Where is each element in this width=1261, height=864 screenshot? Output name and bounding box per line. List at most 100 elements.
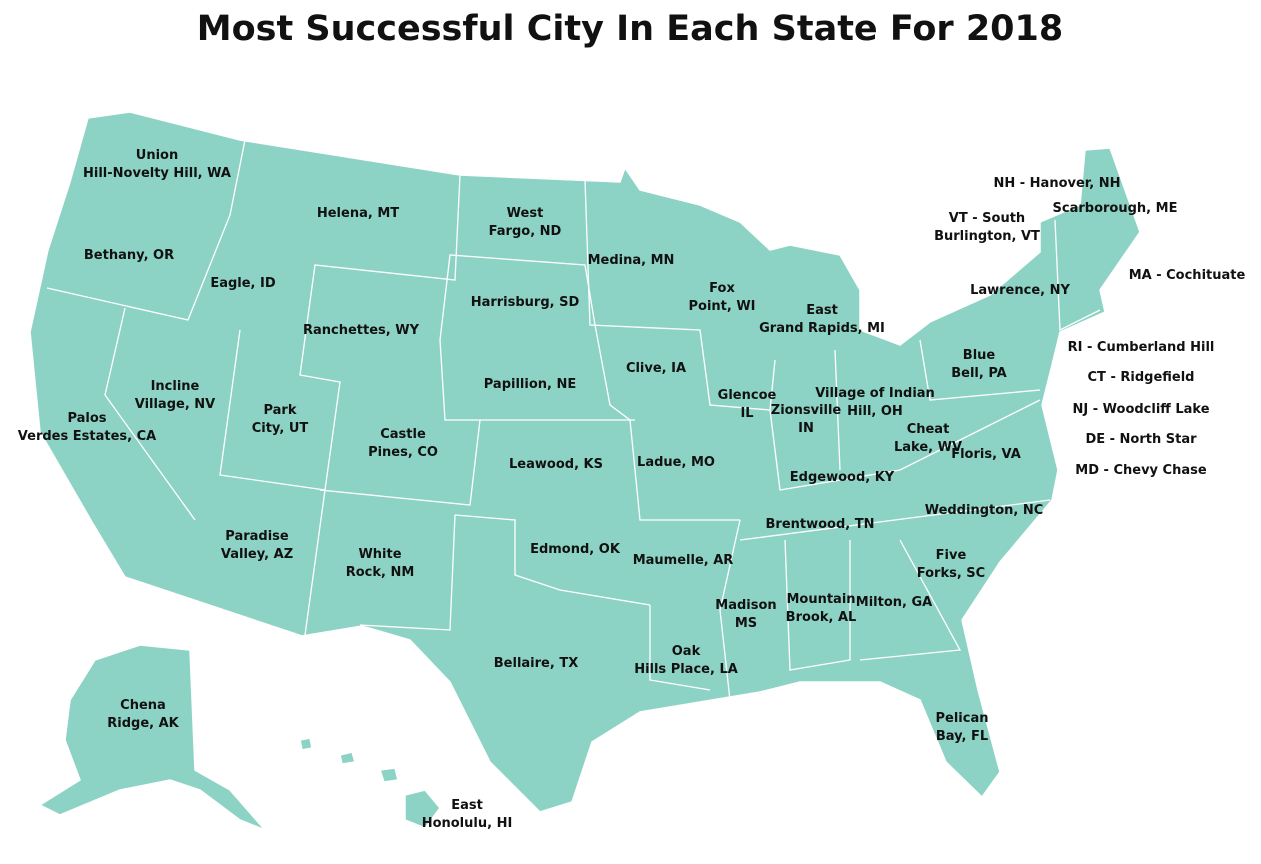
label-line: Madison: [715, 598, 776, 613]
city-label: RI - Cumberland Hill: [1068, 340, 1215, 355]
labels: Union Hill-Novelty Hill, WA Helena, MT West…: [18, 148, 1246, 831]
label-line: Medina, MN: [588, 253, 675, 268]
label-line: Pelican: [936, 711, 989, 726]
label-line: Hill-Novelty Hill, WA: [83, 166, 231, 181]
label-line: Edgewood, KY: [790, 470, 895, 485]
label-line: Five: [936, 548, 967, 563]
label-line: Grand Rapids, MI: [759, 321, 885, 336]
hawaii-oahu: [339, 751, 356, 765]
label-line: Bell, PA: [951, 366, 1007, 381]
city-label: White Rock, NM: [346, 547, 415, 580]
hawaii-kauai: [299, 737, 313, 751]
border: [46, 139, 246, 321]
city-label: Castle Pines, CO: [368, 427, 438, 460]
city-label: Floris, VA: [951, 447, 1021, 462]
city-label: Pelican Bay, FL: [936, 711, 989, 744]
label-line: Maumelle, AR: [633, 553, 734, 568]
label-line: Honolulu, HI: [422, 816, 513, 831]
label-line: Ranchettes, WY: [303, 323, 420, 338]
label-line: Lake, WV: [894, 440, 962, 455]
border: [859, 539, 962, 661]
label-line: Valley, AZ: [221, 547, 293, 562]
label-line: City, UT: [252, 421, 309, 436]
label-line: Edmond, OK: [530, 542, 621, 557]
city-label: Chena Ridge, AK: [107, 698, 179, 731]
city-label: Papillion, NE: [484, 377, 577, 392]
border: [719, 519, 741, 701]
city-label: Blue Bell, PA: [951, 348, 1007, 381]
label-line: East: [806, 303, 838, 318]
label-line: Leawood, KS: [509, 457, 603, 472]
city-label: Paradise Valley, AZ: [221, 529, 293, 562]
city-label: Milton, GA: [856, 595, 932, 610]
label-line: Bethany, OR: [84, 248, 174, 263]
label-line: East: [451, 798, 483, 813]
border: [769, 399, 1041, 491]
label-line: Hills Place, LA: [634, 662, 738, 677]
border: [219, 174, 461, 491]
label-line: IN: [798, 421, 814, 436]
label-line: White: [358, 547, 401, 562]
label-line: Bellaire, TX: [494, 656, 578, 671]
hawaii-maui: [379, 767, 399, 783]
label-line: Mountain: [786, 592, 855, 607]
border: [319, 254, 740, 521]
city-label: Weddington, NC: [925, 503, 1044, 518]
lower-48: [29, 111, 1141, 813]
label-line: Pines, CO: [368, 445, 438, 460]
label-line: Blue: [963, 348, 996, 363]
city-label: Helena, MT: [317, 206, 399, 221]
label-line: Fox: [709, 281, 735, 296]
border: [359, 514, 456, 631]
city-label: Zionsville IN: [771, 403, 842, 436]
city-label: Ranchettes, WY: [303, 323, 420, 338]
label-line: Rock, NM: [346, 565, 415, 580]
city-label: Leawood, KS: [509, 457, 603, 472]
city-label: Incline Village, NV: [135, 379, 216, 412]
label-line: Papillion, NE: [484, 377, 577, 392]
label-line: Helena, MT: [317, 206, 399, 221]
label-line: IL: [740, 406, 753, 421]
city-label: Oak Hills Place, LA: [634, 644, 738, 677]
label-line: Hill, OH: [847, 404, 903, 419]
label-line: DE - North Star: [1085, 432, 1197, 447]
border: [304, 489, 326, 636]
label-line: Burlington, VT: [934, 229, 1040, 244]
city-label: Maumelle, AR: [633, 553, 734, 568]
city-label: Edmond, OK: [530, 542, 621, 557]
city-label: Glencoe IL: [718, 388, 777, 421]
label-line: Village, NV: [135, 397, 216, 412]
label-line: MD - Chevy Chase: [1075, 463, 1207, 478]
label-line: Ladue, MO: [637, 455, 715, 470]
label-line: Zionsville: [771, 403, 842, 418]
map-title: Most Successful City In Each State For 2…: [197, 9, 1064, 49]
border: [104, 307, 196, 521]
alaska: [38, 644, 266, 831]
city-label: Mountain Brook, AL: [786, 592, 857, 625]
state-borders: [46, 139, 1101, 701]
city-label: NJ - Woodcliff Lake: [1072, 402, 1209, 417]
label-line: Union: [136, 148, 178, 163]
label-line: CT - Ridgefield: [1088, 370, 1195, 385]
land: [29, 111, 1141, 831]
label-line: Scarborough, ME: [1053, 201, 1178, 216]
city-label: East Honolulu, HI: [422, 798, 513, 831]
border: [649, 605, 711, 691]
label-line: Village of Indian: [815, 386, 935, 401]
label-line: Fargo, ND: [489, 224, 562, 239]
label-line: MA - Cochituate: [1129, 268, 1246, 283]
city-label: MD - Chevy Chase: [1075, 463, 1207, 478]
city-label: VT - South Burlington, VT: [934, 211, 1040, 244]
city-label: Fox Point, WI: [688, 281, 755, 314]
city-label: Harrisburg, SD: [471, 295, 580, 310]
city-label: Ladue, MO: [637, 455, 715, 470]
label-line: NH - Hanover, NH: [993, 176, 1120, 191]
city-label: Edgewood, KY: [790, 470, 895, 485]
city-label: West Fargo, ND: [489, 206, 562, 239]
label-line: Cheat: [907, 422, 950, 437]
city-label: Union Hill-Novelty Hill, WA: [83, 148, 231, 181]
city-label: Brentwood, TN: [766, 517, 875, 532]
label-line: Castle: [380, 427, 426, 442]
city-label: East Grand Rapids, MI: [759, 303, 885, 336]
